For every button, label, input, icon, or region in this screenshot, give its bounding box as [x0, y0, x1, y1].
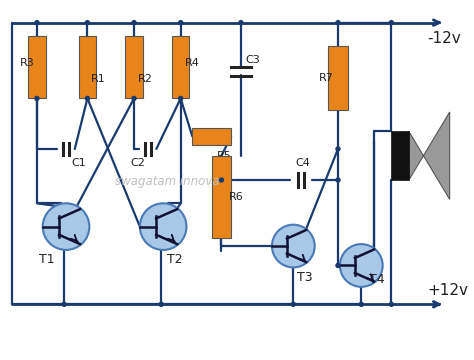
- Circle shape: [358, 302, 364, 307]
- Circle shape: [389, 20, 394, 25]
- FancyBboxPatch shape: [125, 36, 143, 98]
- Text: -12v: -12v: [428, 31, 461, 46]
- Circle shape: [178, 96, 183, 101]
- FancyBboxPatch shape: [212, 156, 231, 238]
- Polygon shape: [409, 112, 450, 199]
- Circle shape: [140, 203, 186, 250]
- Circle shape: [61, 302, 67, 307]
- Text: +12v: +12v: [428, 283, 468, 298]
- Text: C2: C2: [130, 158, 145, 167]
- FancyBboxPatch shape: [392, 131, 409, 180]
- FancyBboxPatch shape: [172, 36, 190, 98]
- Circle shape: [219, 177, 224, 183]
- Circle shape: [389, 302, 394, 307]
- Text: R4: R4: [184, 58, 200, 68]
- Circle shape: [131, 20, 137, 25]
- FancyBboxPatch shape: [328, 46, 348, 110]
- Circle shape: [34, 20, 40, 25]
- Text: R7: R7: [319, 73, 333, 83]
- FancyBboxPatch shape: [79, 36, 96, 98]
- FancyBboxPatch shape: [28, 36, 46, 98]
- Circle shape: [131, 96, 137, 101]
- Circle shape: [34, 96, 40, 101]
- Circle shape: [335, 263, 341, 268]
- Text: C3: C3: [246, 55, 261, 64]
- Circle shape: [178, 20, 183, 25]
- Circle shape: [335, 20, 341, 25]
- Text: R6: R6: [229, 192, 244, 202]
- Text: T2: T2: [167, 253, 182, 266]
- Circle shape: [272, 225, 315, 267]
- Text: C4: C4: [295, 158, 310, 167]
- FancyBboxPatch shape: [192, 128, 231, 145]
- Circle shape: [238, 20, 244, 25]
- Text: R5: R5: [217, 151, 231, 161]
- Circle shape: [291, 302, 296, 307]
- Text: swagatam innova: swagatam innova: [115, 175, 219, 188]
- Text: R3: R3: [19, 58, 34, 68]
- Text: C1: C1: [72, 158, 87, 167]
- Text: R2: R2: [138, 74, 153, 84]
- Text: R1: R1: [91, 74, 106, 84]
- Circle shape: [85, 96, 90, 101]
- Text: T1: T1: [39, 253, 55, 266]
- Text: T3: T3: [297, 271, 313, 284]
- Circle shape: [85, 20, 90, 25]
- Circle shape: [43, 203, 90, 250]
- Circle shape: [335, 177, 341, 183]
- Circle shape: [335, 146, 341, 152]
- Circle shape: [158, 302, 164, 307]
- Circle shape: [340, 244, 383, 287]
- Text: T4: T4: [369, 273, 385, 285]
